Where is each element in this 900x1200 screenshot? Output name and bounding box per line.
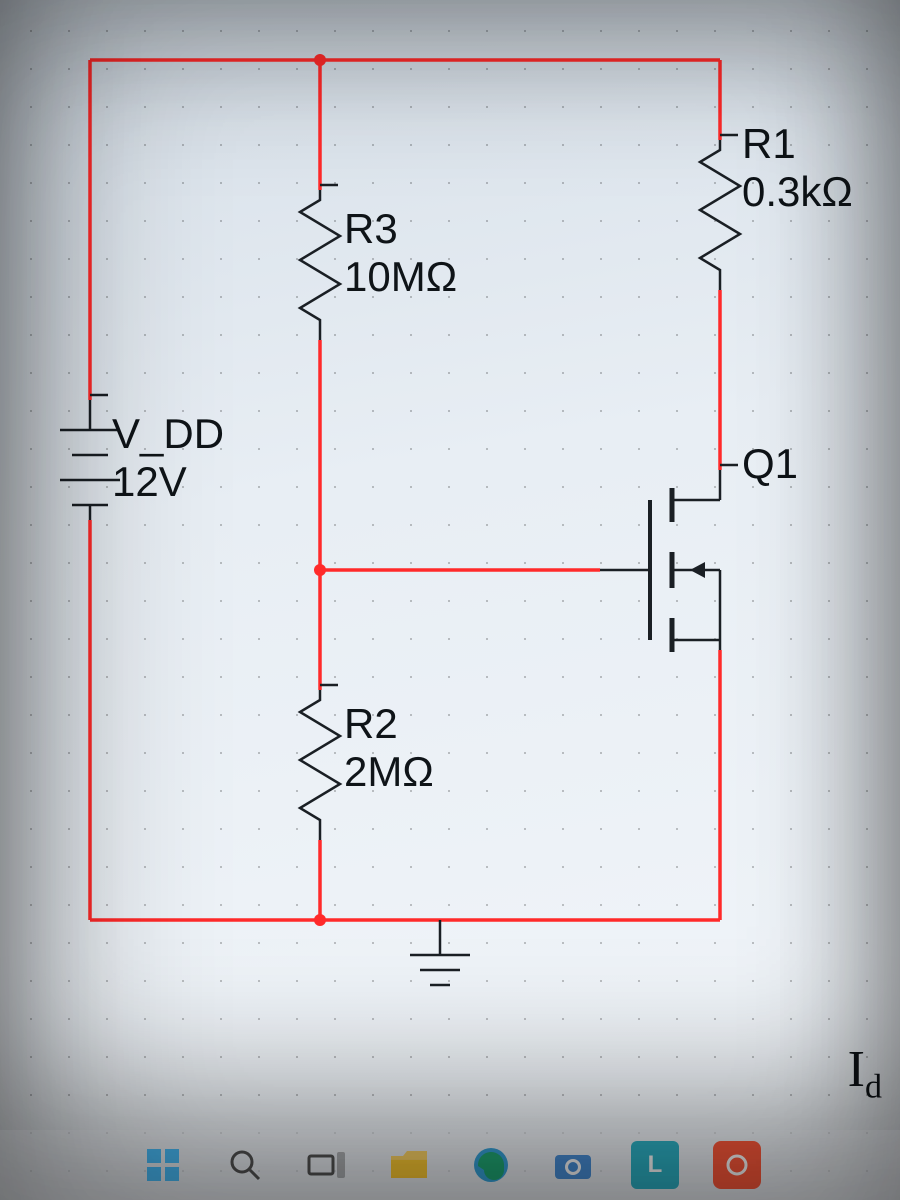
start-icon[interactable] [139,1141,187,1189]
edge-icon[interactable] [467,1141,515,1189]
id-current-label: Id [848,1040,882,1106]
search-icon[interactable] [221,1141,269,1189]
r3-label: R3 10MΩ [344,205,457,302]
q1-name: Q1 [742,440,798,487]
folder-icon[interactable] [385,1141,433,1189]
q1-label: Q1 [742,440,798,488]
vdd-value: 12V [112,458,187,505]
r3-name: R3 [344,205,398,252]
screen: R1 0.3kΩ R3 10MΩ R2 2MΩ V_DD 12V Q1 Id [0,0,900,1200]
id-symbol: I [848,1041,865,1098]
taskview-icon[interactable] [303,1141,351,1189]
ltspice-icon[interactable]: L [631,1141,679,1189]
taskbar: L [0,1130,900,1200]
r2-label: R2 2MΩ [344,700,434,797]
vdd-name: V_DD [112,410,224,457]
r1-name: R1 [742,120,796,167]
r2-value: 2MΩ [344,748,434,795]
r1-label: R1 0.3kΩ [742,120,853,217]
r2-name: R2 [344,700,398,747]
r1-value: 0.3kΩ [742,168,853,215]
vdd-label: V_DD 12V [112,410,224,507]
app-icon[interactable] [713,1141,761,1189]
r3-value: 10MΩ [344,253,457,300]
ltspice-letter: L [648,1151,663,1179]
camera-icon[interactable] [549,1141,597,1189]
